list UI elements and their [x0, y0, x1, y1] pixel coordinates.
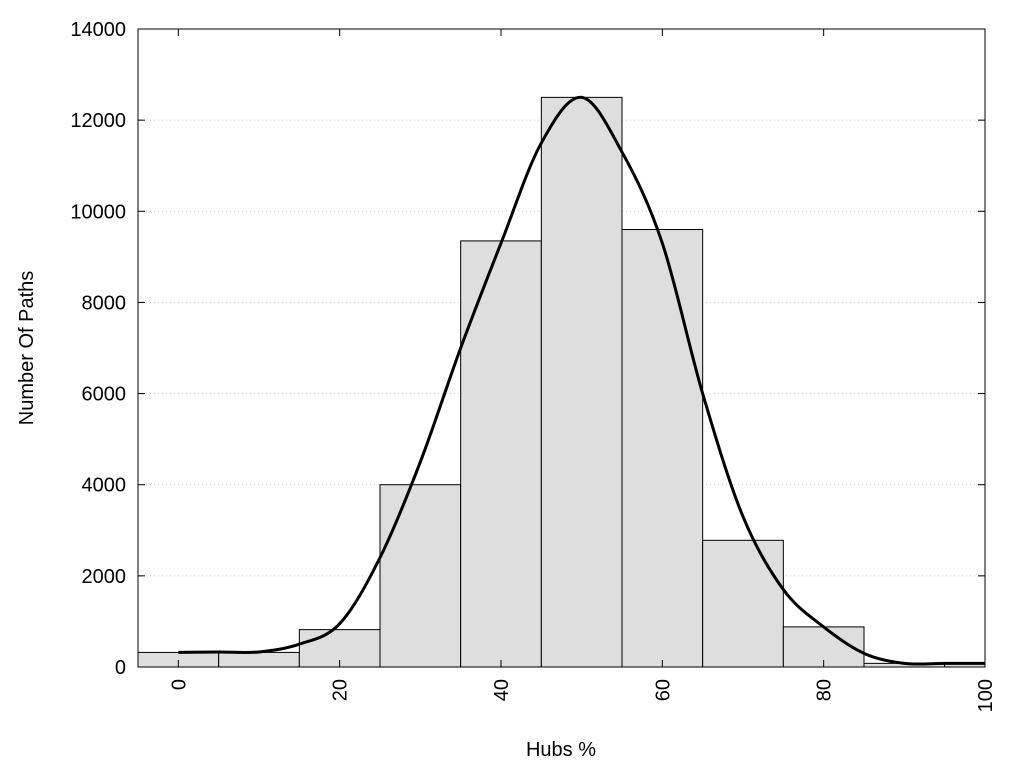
histogram-bar	[460, 240, 542, 668]
y-tick-label: 10000	[70, 201, 126, 223]
y-tick-label: 2000	[82, 566, 127, 588]
histogram-bars	[137, 96, 986, 668]
histogram-bar	[379, 484, 462, 668]
histogram-bar	[218, 651, 300, 668]
plot-frame	[137, 28, 986, 668]
histogram-bar	[621, 229, 704, 668]
histogram-bar	[540, 96, 623, 668]
x-tick-label: 60	[652, 679, 674, 701]
x-tick-label: 20	[330, 679, 352, 701]
y-axis-label: Number Of Paths	[16, 271, 38, 426]
density-curve	[178, 95, 985, 666]
x-tick-label: 40	[491, 679, 513, 701]
y-tick-label: 14000	[70, 19, 126, 41]
y-tick-label: 0	[115, 657, 126, 679]
histogram-bar	[702, 539, 784, 668]
x-axis-ticks: 0 20 40 60 80 100	[168, 29, 997, 712]
y-tick-label: 12000	[70, 110, 126, 132]
density-curve-layer	[178, 95, 985, 666]
y-tick-label: 6000	[82, 384, 127, 406]
x-tick-label: 100	[975, 679, 997, 712]
x-tick-label: 80	[814, 679, 836, 701]
y-tick-label: 8000	[82, 292, 127, 314]
y-tick-label: 4000	[82, 475, 127, 497]
x-axis-label: Hubs %	[526, 739, 596, 761]
x-tick-label: 0	[168, 679, 190, 690]
y-axis-ticks: 0 2000 4000 6000 8000 10000 12000 14000	[70, 19, 985, 679]
